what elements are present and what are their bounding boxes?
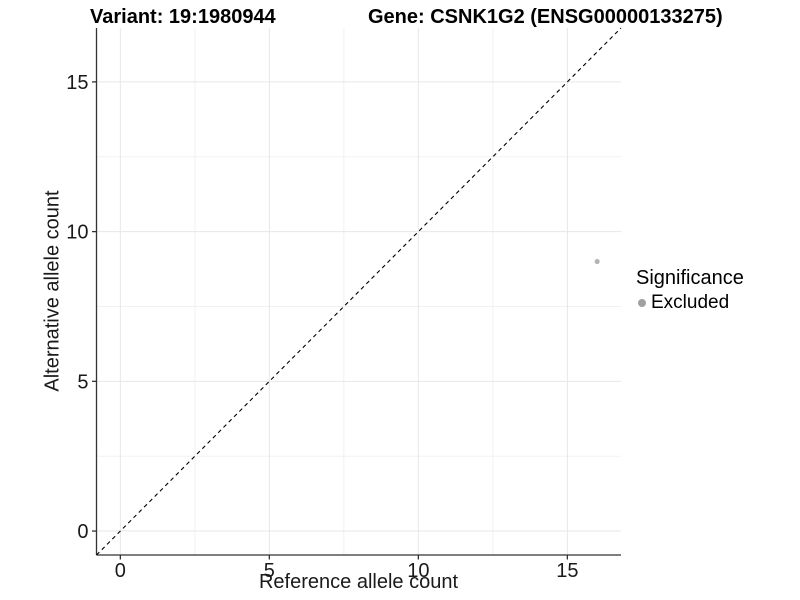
- x-tick-label: 15: [556, 560, 578, 582]
- legend-point-icon: [638, 299, 646, 307]
- y-axis-title: Alternative allele count: [41, 190, 64, 392]
- legend-title: Significance: [636, 267, 744, 289]
- plot-title-variant: Variant: 19:1980944: [90, 6, 276, 28]
- legend-item-label: Excluded: [651, 292, 730, 313]
- legend-item-excluded: Excluded: [636, 292, 744, 314]
- x-tick-label: 5: [264, 560, 275, 582]
- plot-title-gene: Gene: CSNK1G2 (ENSG00000133275): [368, 6, 723, 28]
- y-tick-label: 10: [66, 222, 88, 244]
- identity-line: [96, 27, 622, 556]
- y-tick-label: 0: [77, 521, 88, 543]
- data-point: [594, 259, 600, 265]
- y-tick-label: 15: [66, 72, 88, 94]
- x-tick-label: 0: [115, 560, 126, 582]
- x-tick-label: 10: [407, 560, 429, 582]
- x-axis-title: Reference allele count: [258, 571, 458, 593]
- y-tick-label: 5: [77, 371, 88, 393]
- legend: Significance Excluded: [636, 266, 744, 314]
